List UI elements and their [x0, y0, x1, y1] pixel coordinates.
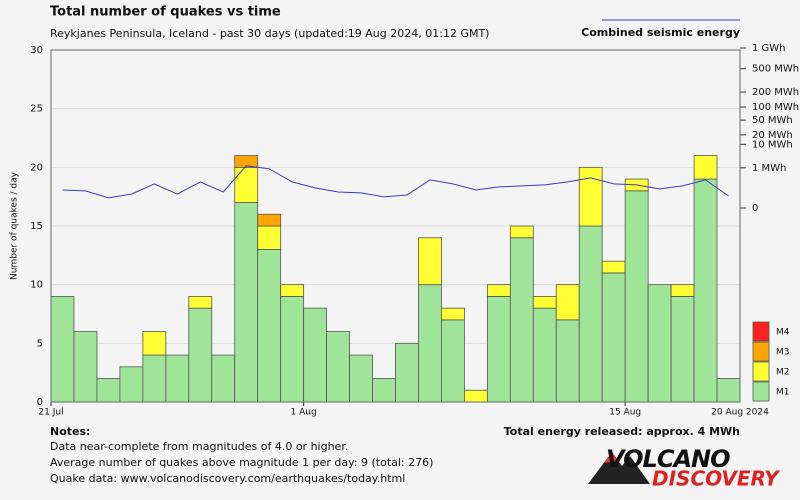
y2-tick-label: 0: [752, 203, 758, 214]
bar-segment: [211, 354, 236, 403]
note: Quake data: www.volcanodiscovery.com/ear…: [50, 472, 405, 485]
notes-heading: Notes:: [50, 425, 90, 438]
x-tick-label: 15 Aug: [609, 408, 641, 418]
legend-swatch: [752, 381, 770, 402]
bar-segment: [532, 307, 557, 403]
bar-segment: [647, 284, 672, 403]
bar-segment: [326, 331, 350, 403]
note: Average number of quakes above magnitude…: [50, 456, 433, 469]
y2-tick-label: 1 GWh: [752, 43, 786, 54]
bar-segment: [349, 354, 373, 403]
bar-segment: [441, 319, 465, 403]
legend-label: Combined seismic energy: [581, 26, 740, 39]
x-end-label: 20 Aug 2024: [711, 408, 769, 418]
bar-segment: [280, 295, 305, 403]
bar-segment: [693, 155, 718, 180]
y2-tick-label: 20 MWh: [752, 130, 793, 141]
chart-title: Total number of quakes vs time: [50, 5, 281, 20]
bar-segment: [601, 260, 626, 274]
bar-segment: [234, 202, 259, 403]
bar-segment: [486, 284, 511, 297]
y-tick-label: 20: [30, 162, 43, 173]
bar-segment: [670, 284, 695, 297]
bar-segment: [234, 155, 259, 168]
y-tick-label: 10: [30, 280, 43, 291]
bar-segment: [693, 178, 718, 403]
bar-segment: [257, 225, 282, 250]
y-tick-label: 25: [30, 104, 43, 115]
y2-tick-label: 200 MWh: [752, 87, 799, 98]
bar-segment: [234, 166, 259, 203]
y2-tick-label: 1 MWh: [752, 163, 786, 174]
bar-segment: [257, 249, 282, 403]
bar-segment: [395, 342, 419, 403]
bar-segment: [165, 354, 190, 403]
bar-segment: [624, 190, 649, 403]
bar-segment: [96, 378, 121, 403]
y2-tick-label: 10 MWh: [752, 139, 793, 150]
y-tick-label: 30: [30, 45, 43, 56]
y2-tick-label: 50 MWh: [752, 115, 793, 126]
bar-segment: [509, 225, 534, 239]
total-energy: Total energy released: approx. 4 MWh: [504, 425, 740, 438]
bar-segment: [142, 354, 167, 403]
bar-segment: [257, 213, 282, 227]
y-tick-label: 0: [37, 397, 43, 408]
bar-segment: [555, 284, 580, 321]
chart-subtitle: Reykjanes Peninsula, Iceland - past 30 d…: [50, 27, 489, 40]
bar-segment: [532, 295, 557, 309]
bar-segment: [119, 366, 144, 403]
bar-segment: [578, 166, 603, 227]
bar-segment: [716, 378, 741, 403]
bar-segment: [142, 331, 167, 356]
bar-segment: [441, 307, 465, 321]
bar-segment: [280, 284, 305, 297]
bar-segment: [418, 284, 442, 403]
y-axis-label: Number of quakes / day: [10, 171, 20, 280]
logo-text: VOLCANO: [606, 445, 730, 473]
bar-segment: [418, 237, 442, 286]
bar-segment: [50, 295, 75, 403]
logo-icon: [604, 452, 618, 463]
y-tick-label: 15: [30, 221, 43, 232]
bar-segment: [73, 331, 98, 403]
logo: VOLCANO DISCOVERY: [588, 445, 781, 491]
note: Data near-complete from magnitudes of 4.…: [50, 440, 348, 453]
x-tick-label: 1 Aug: [291, 408, 317, 418]
bar-segment: [188, 307, 213, 403]
bar-segment: [601, 272, 626, 403]
bar-segment: [555, 319, 580, 403]
bar-segment: [670, 295, 695, 403]
logo-icon: [588, 452, 650, 484]
legend-swatch: [752, 321, 770, 342]
bar-segment: [372, 378, 396, 403]
y2-tick-label: 100 MWh: [752, 102, 799, 113]
legend-label: M4: [776, 328, 790, 338]
legend-swatch: [752, 341, 770, 362]
plot-frame: [50, 49, 741, 403]
legend-label: M1: [776, 388, 790, 398]
bar-segment: [486, 295, 511, 403]
energy-line: [62, 165, 729, 199]
x-tick-label: 21 Jul: [38, 408, 63, 418]
bar-segment: [188, 295, 213, 309]
legend-label: M3: [776, 348, 790, 358]
bar-segment: [303, 307, 327, 403]
legend-swatch: [752, 361, 770, 382]
bar-segment: [578, 225, 603, 403]
logo-text: DISCOVERY: [652, 467, 781, 491]
bar-segment: [509, 237, 534, 403]
y-tick-label: 5: [37, 338, 43, 349]
y2-tick-label: 500 MWh: [752, 64, 799, 75]
bar-segment: [463, 389, 488, 403]
legend-label: M2: [776, 368, 790, 378]
